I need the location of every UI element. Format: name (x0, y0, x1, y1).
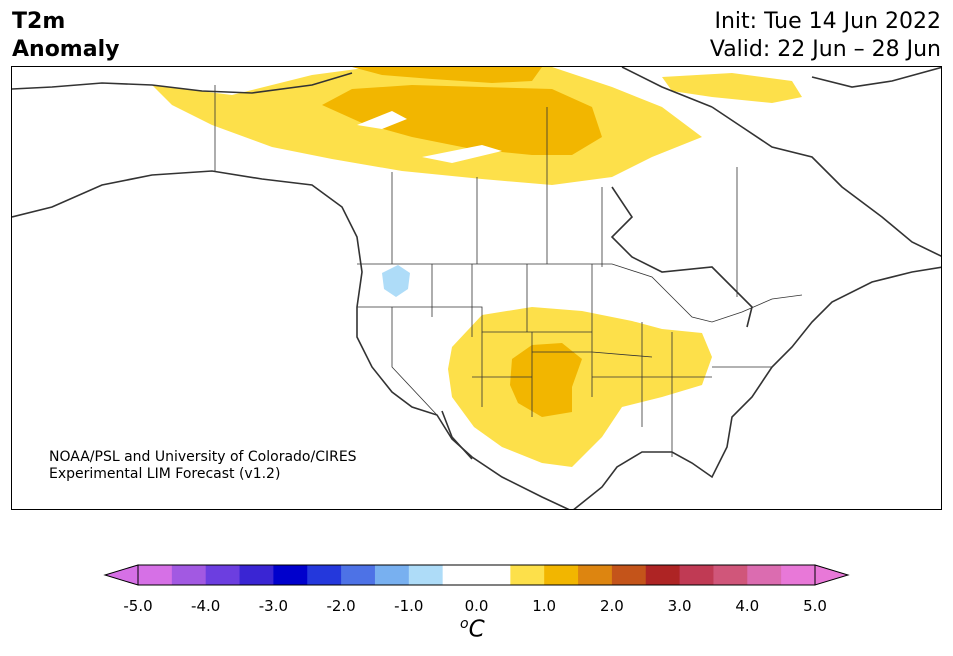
colorbar-tick-label: 0.0 (464, 597, 489, 615)
anomaly-central-us-light (448, 307, 712, 467)
colorbar-cell (645, 565, 681, 585)
lake-gap (357, 111, 407, 129)
anomaly-canada-mid (322, 85, 602, 155)
colorbar-tick-label: 1.0 (532, 597, 557, 615)
unit-degree: o (460, 616, 469, 632)
colorbar-cell (679, 565, 714, 585)
coastlines (12, 67, 941, 509)
colorbar-cell (341, 565, 376, 585)
colorbar-cell (510, 565, 545, 585)
anomaly-canada-light-ne (662, 73, 802, 103)
colorbar-cell (747, 565, 782, 585)
colorbar-cell (408, 565, 444, 585)
unit-letter: C (468, 616, 485, 643)
init-date: Init: Tue 14 Jun 2022 (714, 9, 942, 34)
colorbar-cell (138, 565, 173, 585)
anomaly-canada-mid-north (352, 67, 542, 83)
credit-text: NOAA/PSL and University of Colorado/CIRE… (49, 449, 357, 483)
colorbar-tick-label: -2.0 (326, 597, 356, 615)
colorbar-cell (544, 565, 579, 585)
colorbar-tick-label: -3.0 (258, 597, 289, 615)
colorbar-tick-label: 5.0 (803, 597, 827, 615)
colorbar-cell (307, 565, 342, 585)
colorbar-cell (713, 565, 748, 585)
credit-line: NOAA/PSL and University of Colorado/CIRE… (49, 449, 357, 465)
valid-date: Valid: 22 Jun – 28 Jun (709, 37, 941, 62)
colorbar-cell (578, 565, 613, 585)
colorbar-cell (205, 565, 241, 585)
colorbar-tick-label: -5.0 (123, 597, 153, 615)
colorbar-tick-label: 3.0 (667, 597, 692, 615)
map-panel (11, 66, 942, 510)
colorbar-cell (442, 565, 477, 585)
colorbar-tick-label: -4.0 (191, 597, 221, 615)
colorbar-cell (611, 565, 647, 585)
anomaly-northwest-cool (382, 265, 410, 297)
colorbar-over-arrow (814, 564, 850, 586)
colorbar-tick-label: 2.0 (599, 597, 624, 615)
colorbar-tick-label: -1.0 (394, 597, 424, 615)
anomaly-central-us-mid (510, 343, 582, 417)
date-block: Init: Tue 14 Jun 2022 Valid: 22 Jun – 28… (710, 8, 941, 64)
colorbar-cell (781, 565, 816, 585)
lake-gap (422, 145, 502, 163)
map-title: T2m Anomaly (12, 8, 119, 64)
colorbar-cell (239, 565, 274, 585)
colorbar-cell (374, 565, 410, 585)
title-subtitle: Anomaly (12, 37, 120, 62)
colorbar-under-arrow (103, 564, 139, 586)
colorbar (103, 564, 850, 586)
map-canvas (12, 67, 941, 509)
title-variable: T2m (12, 9, 66, 34)
colorbar-cell (273, 565, 308, 585)
colorbar-cell (171, 565, 207, 585)
political-borders (214, 85, 803, 457)
colorbar-cell (476, 565, 511, 585)
credit-line: Experimental LIM Forecast (v1.2) (49, 466, 281, 482)
colorbar-tick-label: 4.0 (735, 597, 760, 615)
colorbar-unit-label: oC (460, 616, 485, 643)
colorbar-frame (137, 564, 816, 586)
